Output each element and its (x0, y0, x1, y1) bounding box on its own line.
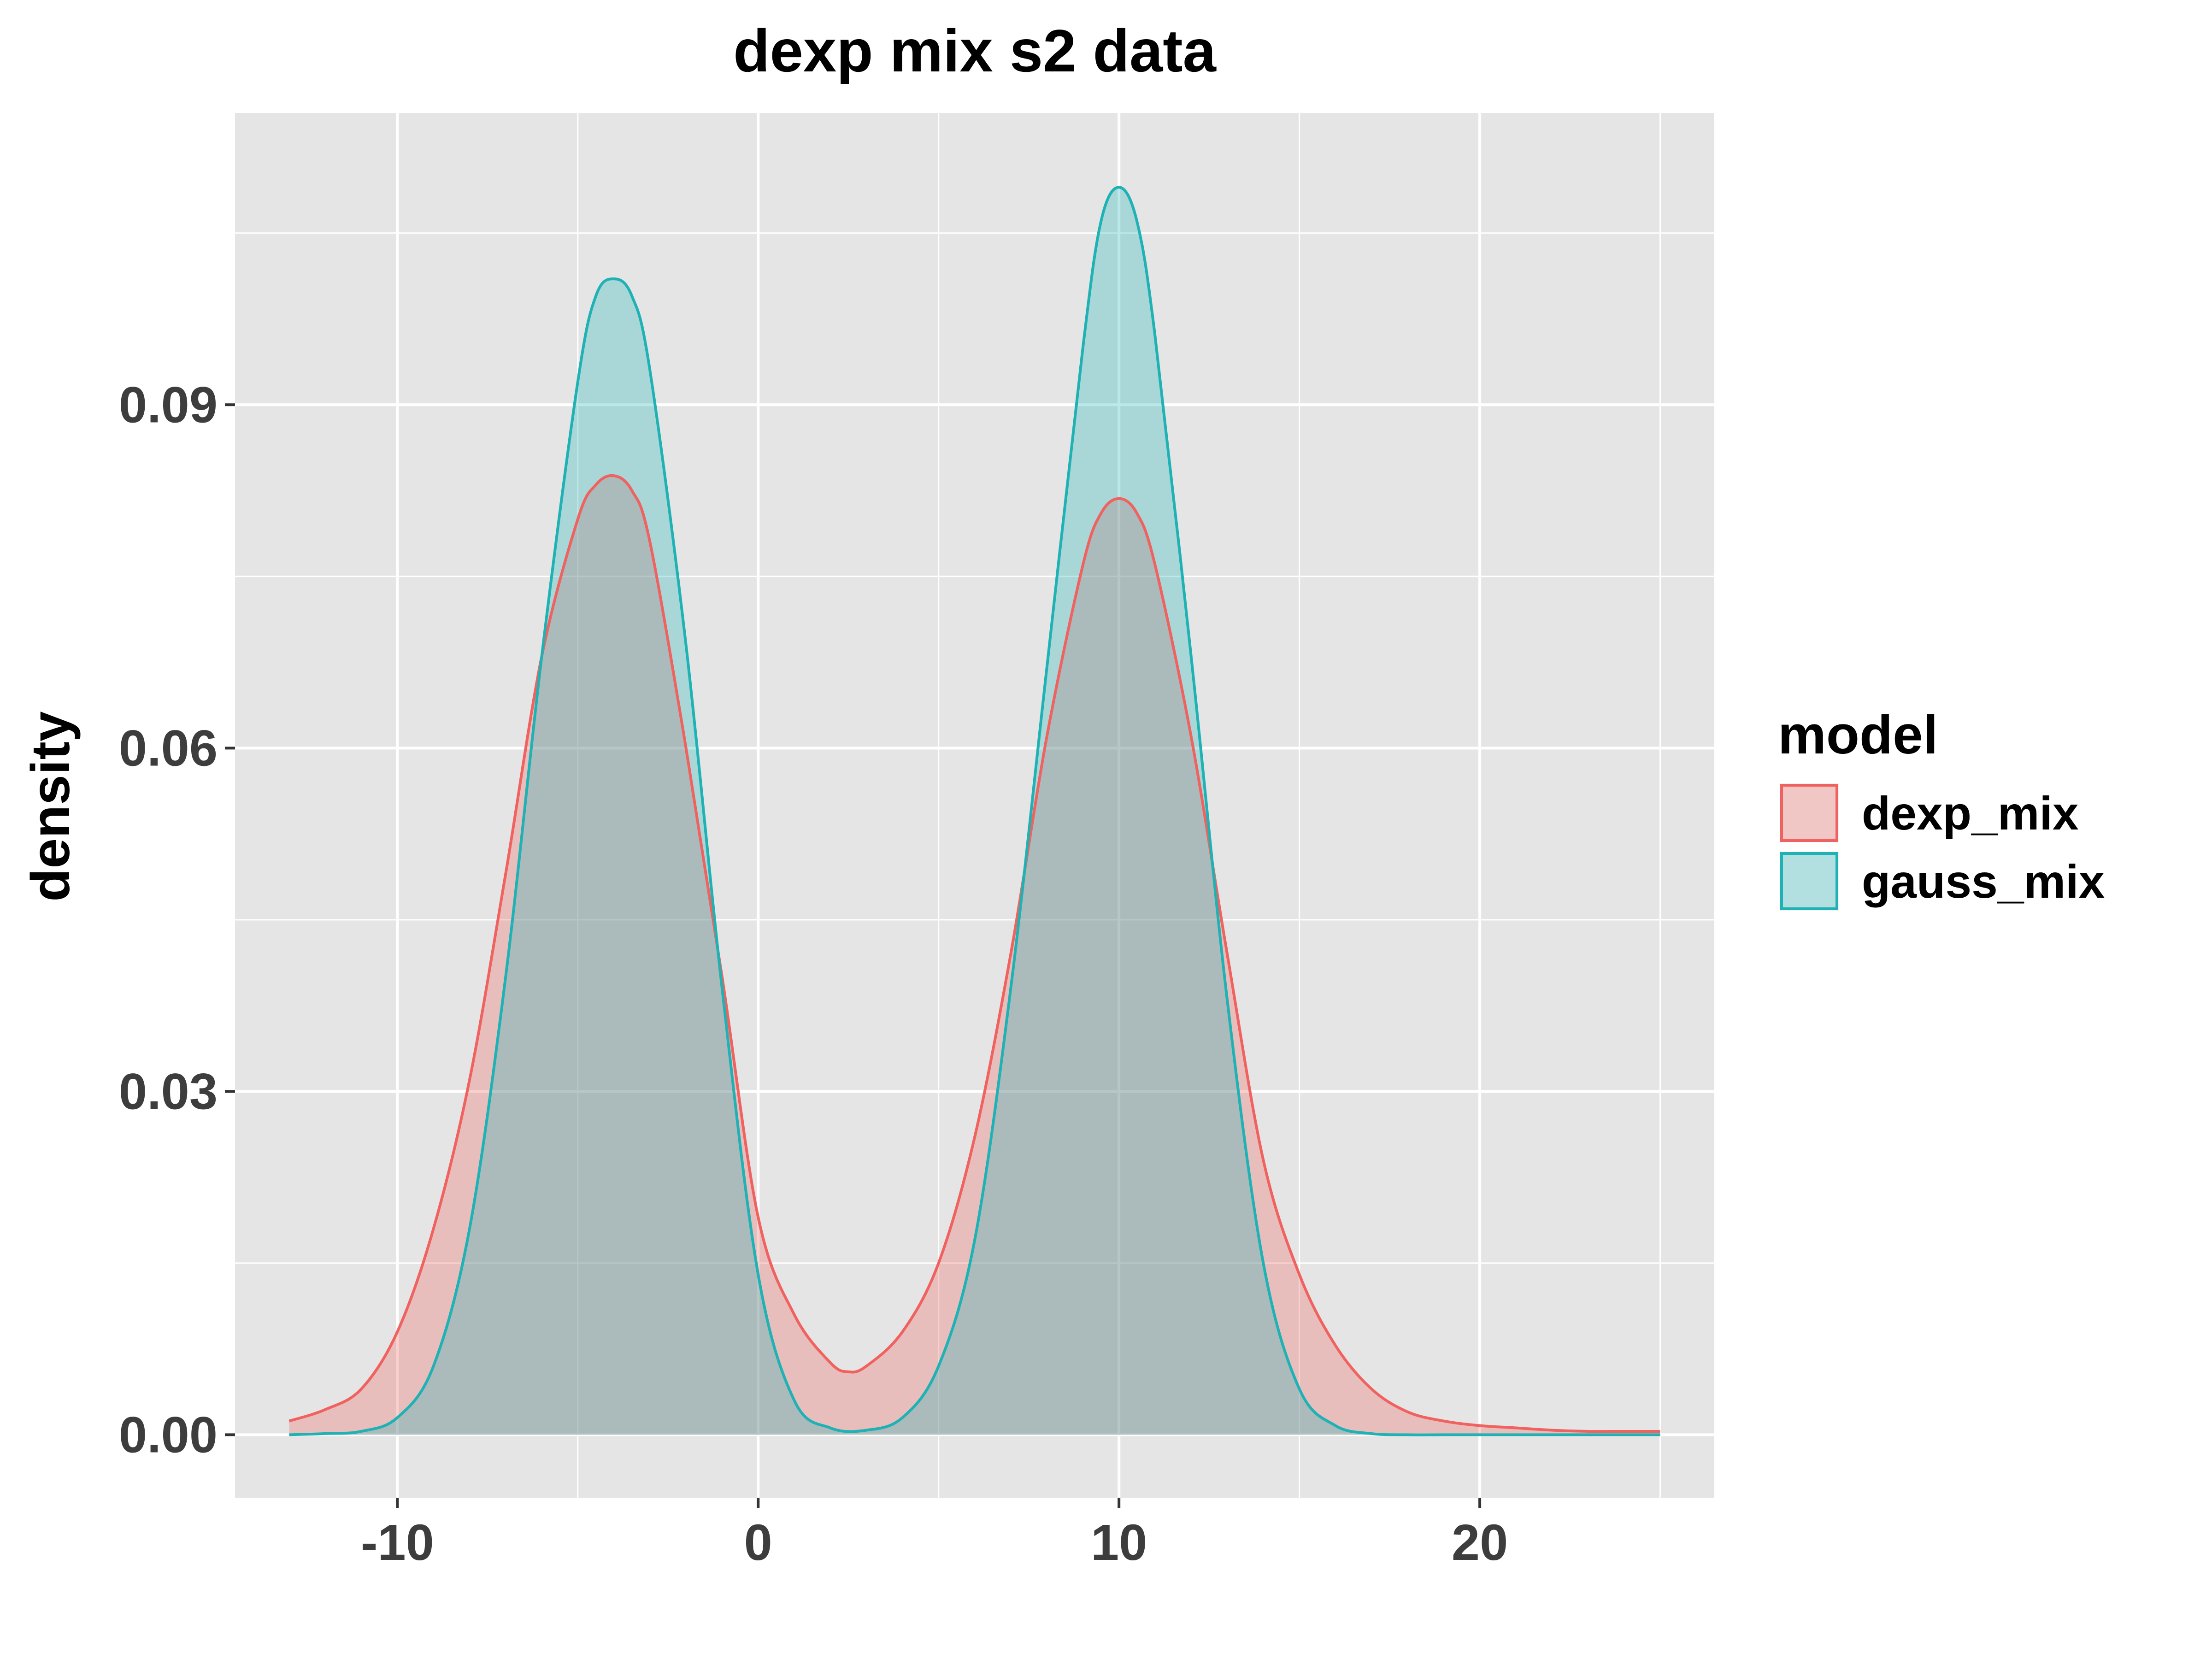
area-gauss_mix (289, 187, 1660, 1435)
legend-swatch-dexp_mix (1780, 784, 1838, 842)
line-dexp_mix (288, 474, 1660, 1433)
x-tick-label: 10 (1091, 1514, 1147, 1571)
density-areas (289, 187, 1660, 1435)
y-tick-label: 0.06 (119, 720, 218, 777)
legend-key-background (1780, 852, 1839, 911)
x-axis: -10 0 10 20 (361, 1498, 1508, 1571)
legend-swatch-gauss_mix (1780, 852, 1838, 910)
y-axis-title: density (20, 711, 81, 901)
area-dexp_mix (289, 475, 1660, 1435)
y-axis: 0.00 0.03 0.06 0.09 (119, 377, 235, 1463)
x-tick-label: 20 (1452, 1514, 1508, 1571)
legend-label-gauss_mix: gauss_mix (1862, 855, 2105, 908)
minor-grid (235, 113, 1714, 1498)
legend-items: dexp_mix gauss_mix (1780, 783, 2105, 911)
legend-key-background (1780, 783, 1839, 842)
legend-label-dexp_mix: dexp_mix (1862, 787, 2079, 840)
line-gauss_mix (289, 186, 1660, 1436)
y-tick-label: 0.00 (119, 1406, 218, 1463)
y-tick-label: 0.09 (119, 377, 218, 433)
y-tick-label: 0.03 (119, 1063, 218, 1120)
chart-title: dexp mix s2 data (733, 17, 1217, 84)
legend-title: model (1778, 705, 1938, 765)
legend: model dexp_mix gauss_mix (1778, 705, 2105, 911)
major-grid (235, 113, 1714, 1498)
plot-panel (235, 113, 1714, 1498)
density-lines (288, 186, 1660, 1436)
x-tick-label: -10 (361, 1514, 434, 1571)
x-tick-label: 0 (744, 1514, 772, 1571)
